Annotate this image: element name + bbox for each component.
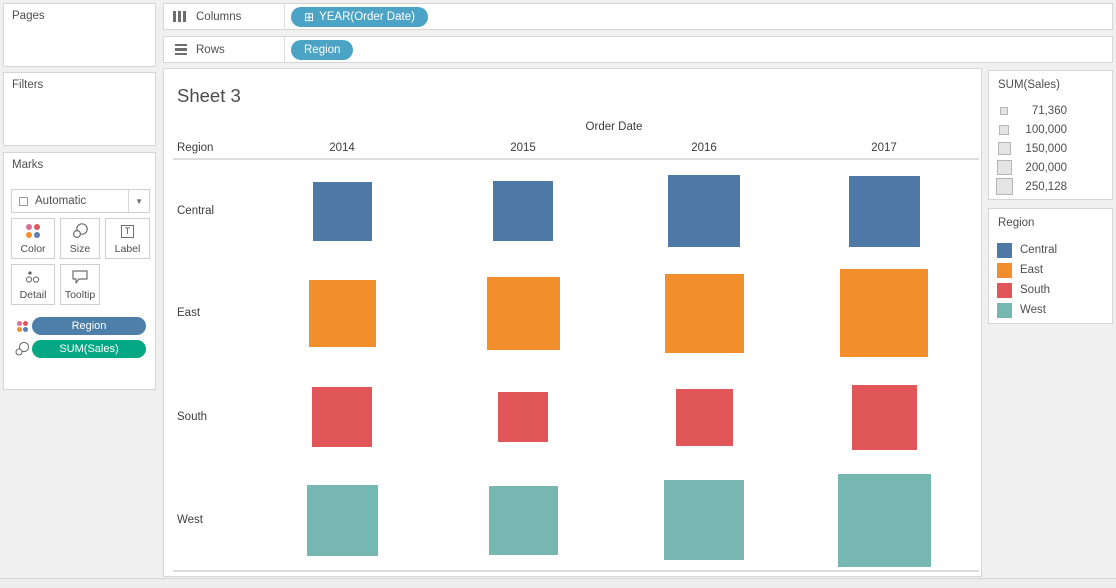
tooltip-button-label: Tooltip — [64, 289, 96, 301]
filters-shelf-label: Filters — [12, 79, 44, 91]
central-color-swatch — [997, 242, 1012, 258]
mark-south-2016[interactable] — [675, 388, 733, 446]
pill-region[interactable]: Region — [291, 39, 354, 60]
east-color-swatch — [997, 262, 1012, 278]
text-label-icon: T — [121, 219, 134, 243]
filters-shelf[interactable]: Filters — [3, 72, 156, 146]
detail-icon — [24, 265, 42, 289]
mark-south-2014[interactable] — [312, 387, 372, 447]
size-swatch — [995, 178, 1013, 195]
shelf-divider — [284, 4, 285, 29]
size-legend-item[interactable]: 150,000 — [993, 139, 1067, 158]
size-swatch — [996, 160, 1012, 175]
column-header-2017[interactable]: 2017 — [871, 142, 897, 154]
mark-central-2016[interactable] — [668, 175, 740, 247]
mark-south-2017[interactable] — [851, 384, 917, 450]
size-legend-item[interactable]: 250,128 — [993, 177, 1067, 196]
marks-pill-sum-sales[interactable]: SUM(Sales) — [32, 340, 146, 358]
size-legend: SUM(Sales) 71,360 100,000 150,000 200,00… — [988, 70, 1113, 200]
mark-east-2017[interactable] — [840, 269, 928, 357]
detail-button-label: Detail — [19, 289, 47, 301]
mark-type-value: Automatic — [35, 195, 87, 207]
column-header-2015[interactable]: 2015 — [510, 142, 536, 154]
color-button[interactable]: Color — [11, 218, 55, 259]
color-legend-item-west[interactable]: West — [997, 300, 1057, 320]
pill-region-label: Region — [304, 43, 341, 56]
mark-west-2015[interactable] — [488, 485, 558, 555]
columns-shelf-icon — [173, 11, 189, 22]
mark-central-2014[interactable] — [312, 181, 372, 241]
mark-type-dropdown[interactable]: Automatic ▼ — [11, 189, 150, 213]
status-strip — [0, 578, 1116, 588]
row-header-south[interactable]: South — [177, 411, 208, 423]
marks-pill-region[interactable]: Region — [32, 317, 146, 335]
mark-west-2016[interactable] — [664, 480, 744, 560]
west-color-swatch — [997, 302, 1012, 318]
expand-plus-icon[interactable]: ⊞ — [304, 9, 315, 24]
marks-card: Marks Automatic ▼ Color Size — [3, 152, 156, 390]
sheet-title: Sheet 3 — [177, 85, 241, 106]
size-button-label: Size — [69, 243, 91, 255]
mark-south-2015[interactable] — [498, 392, 548, 442]
rows-shelf-icon — [173, 43, 189, 56]
row-header-west[interactable]: West — [177, 514, 203, 526]
column-header-2014[interactable]: 2014 — [329, 142, 355, 154]
worksheet-canvas: Sheet 3 Order Date Region 2014 2015 2016… — [163, 68, 982, 577]
row-header-east[interactable]: East — [177, 307, 201, 319]
mark-east-2016[interactable] — [664, 273, 744, 353]
shelf-divider — [284, 37, 285, 62]
size-legend-item[interactable]: 71,360 — [993, 101, 1067, 120]
size-swatch — [997, 142, 1011, 155]
size-icon — [71, 219, 89, 243]
columns-shelf-label: Columns — [196, 10, 242, 23]
size-swatch — [1000, 106, 1008, 115]
marks-pane — [164, 69, 981, 576]
row-field-header[interactable]: Region — [177, 142, 214, 154]
color-button-label: Color — [20, 243, 46, 255]
color-icon — [26, 219, 40, 243]
mark-central-2017[interactable] — [848, 175, 920, 247]
size-legend-item[interactable]: 100,000 — [993, 120, 1067, 139]
marks-card-label: Marks — [12, 159, 44, 171]
pill-year-order-date[interactable]: ⊞ YEAR(Order Date) — [291, 6, 428, 27]
color-icon[interactable] — [12, 320, 32, 332]
label-button[interactable]: T Label — [105, 218, 150, 259]
pill-year-order-date-label: YEAR(Order Date) — [319, 10, 415, 23]
mark-type-icon — [19, 196, 28, 206]
mark-east-2015[interactable] — [486, 276, 560, 350]
mark-west-2017[interactable] — [837, 473, 931, 567]
size-legend-title: SUM(Sales) — [998, 79, 1060, 91]
size-legend-item[interactable]: 200,000 — [993, 158, 1067, 177]
mark-central-2015[interactable] — [493, 181, 553, 241]
tooltip-icon — [71, 265, 89, 289]
detail-button[interactable]: Detail — [11, 264, 55, 305]
columns-shelf[interactable]: Columns ⊞ YEAR(Order Date) — [163, 3, 1113, 30]
rows-shelf[interactable]: Rows Region — [163, 36, 1113, 63]
pages-shelf-label: Pages — [12, 10, 45, 22]
tooltip-button[interactable]: Tooltip — [60, 264, 100, 305]
label-button-label: Label — [114, 243, 141, 255]
color-legend: Region Central East South West — [988, 208, 1113, 324]
mark-west-2014[interactable] — [306, 484, 378, 556]
column-field-header[interactable]: Order Date — [585, 121, 643, 133]
pages-shelf[interactable]: Pages — [3, 3, 156, 67]
header-underline — [173, 158, 979, 160]
pane-bottom-rule — [173, 570, 979, 572]
column-header-2016[interactable]: 2016 — [691, 142, 717, 154]
south-color-swatch — [997, 282, 1012, 298]
color-legend-item-east[interactable]: East — [997, 260, 1057, 280]
color-legend-item-south[interactable]: South — [997, 280, 1057, 300]
rows-shelf-label: Rows — [196, 43, 225, 56]
size-button[interactable]: Size — [60, 218, 100, 259]
chevron-down-icon[interactable]: ▼ — [128, 190, 149, 212]
color-legend-item-central[interactable]: Central — [997, 240, 1057, 260]
size-icon[interactable] — [12, 341, 32, 357]
row-header-central[interactable]: Central — [177, 205, 215, 217]
size-swatch — [999, 124, 1009, 135]
mark-east-2014[interactable] — [308, 279, 376, 347]
color-legend-title: Region — [998, 217, 1035, 229]
